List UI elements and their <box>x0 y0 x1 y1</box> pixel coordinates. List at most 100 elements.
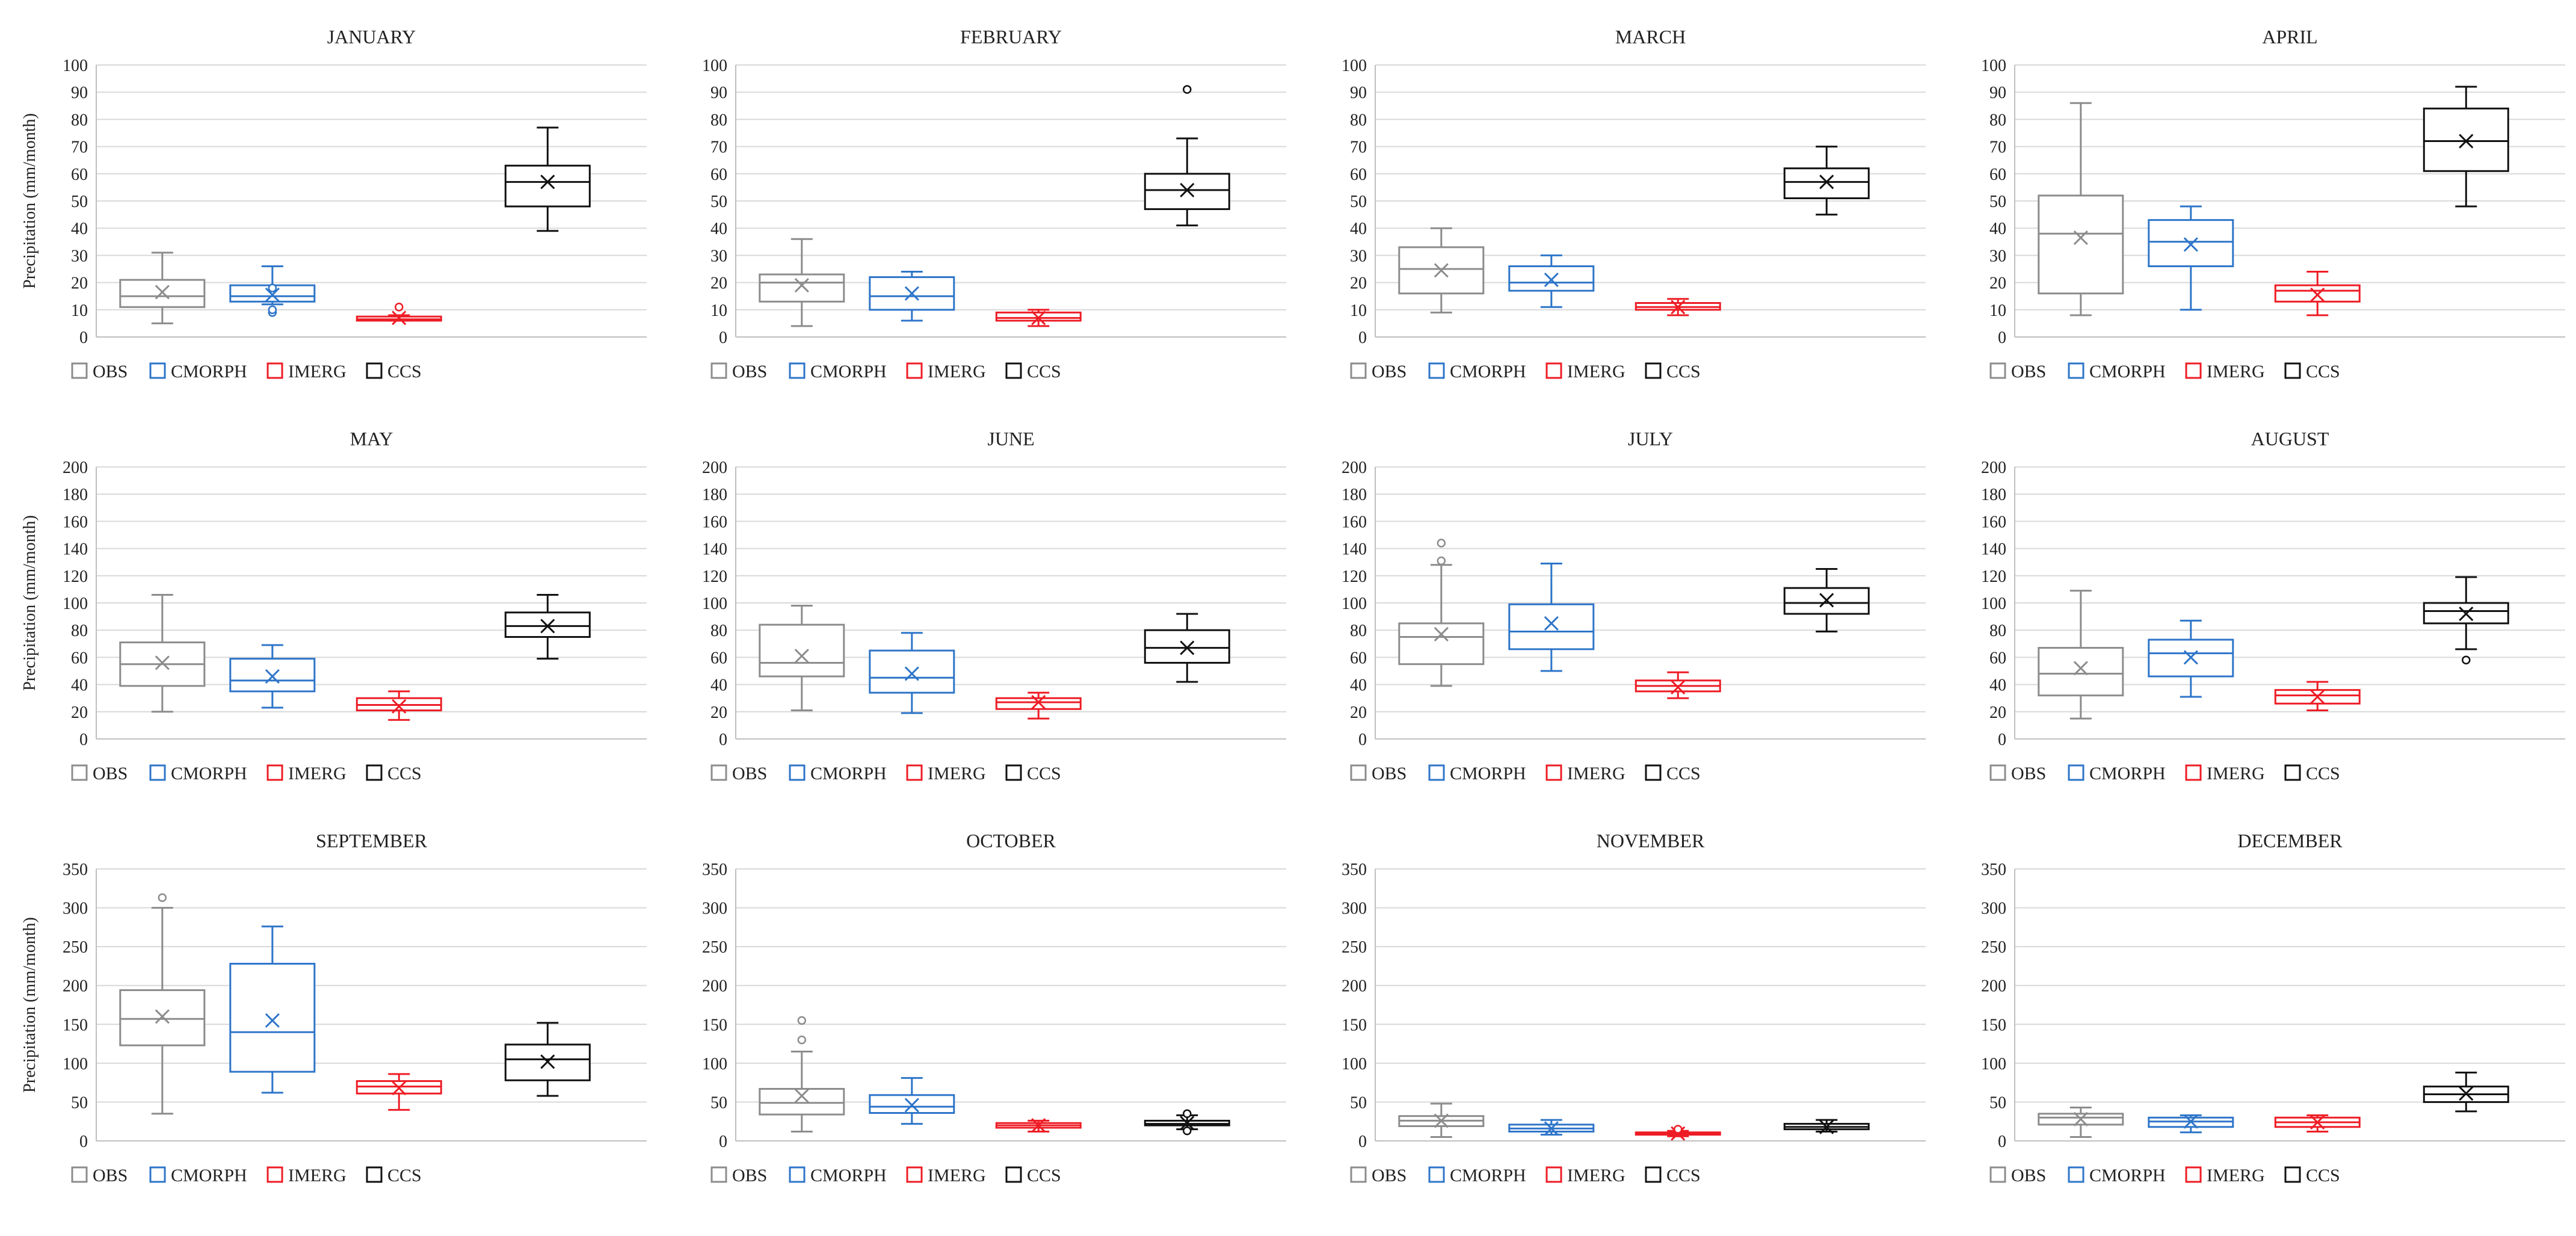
mean-marker <box>904 286 919 301</box>
outlier-point <box>797 1035 807 1045</box>
legend-item-imerg: IMERG <box>906 362 986 382</box>
box-imerg <box>356 1073 442 1111</box>
y-tick-label: 180 <box>1342 486 1367 504</box>
y-tick-label: 250 <box>63 938 88 957</box>
y-tick-label: 70 <box>1350 138 1367 157</box>
legend-item-imerg: IMERG <box>906 1166 986 1185</box>
legend-swatch <box>366 1166 383 1183</box>
box-ccs <box>1144 1109 1230 1136</box>
chart-title: FEBRUARY <box>960 26 1062 48</box>
chart-panel: NOVEMBER 0 50 100 150 200 250 300 350 OBS CMORPH IM… <box>1342 830 1926 1185</box>
y-tick-label: 200 <box>1342 459 1367 477</box>
legend-item-imerg: IMERG <box>267 1166 347 1185</box>
legend-label: CCS <box>1666 764 1701 783</box>
legend-swatch <box>1645 362 1662 379</box>
legend-swatch <box>1545 764 1562 781</box>
legend-label: CCS <box>1027 764 1061 783</box>
y-tick-label: 0 <box>1998 1132 2006 1151</box>
mean-marker <box>392 699 407 714</box>
legend-swatch <box>1545 1166 1562 1183</box>
legend-label: CCS <box>1027 362 1061 382</box>
chart-panel: MAY Precipitation (mm/month) 0 20 40 60 80 100 1… <box>20 428 647 783</box>
y-tick-label: 350 <box>1342 861 1367 879</box>
chart-title: MARCH <box>1615 26 1686 48</box>
box-imerg <box>995 309 1082 327</box>
legend-swatch <box>2068 764 2085 781</box>
legend-label: CMORPH <box>2089 764 2166 783</box>
box-obs <box>759 605 845 712</box>
y-tick-label: 100 <box>63 595 88 613</box>
box-obs <box>2038 1106 2124 1139</box>
legend-swatch <box>789 362 806 379</box>
legend-item-cmorph: CMORPH <box>789 764 887 783</box>
y-tick-label: 200 <box>63 977 88 996</box>
mean-marker <box>2310 689 2325 705</box>
legend-label: IMERG <box>2207 1166 2265 1185</box>
box-iqr <box>2274 284 2361 303</box>
legend-swatch <box>710 764 727 781</box>
legend-item-obs: OBS <box>1989 362 2046 382</box>
box-ccs <box>504 593 591 660</box>
legend-swatch <box>1545 362 1562 379</box>
legend-label: CMORPH <box>2089 362 2166 382</box>
legend-item-obs: OBS <box>710 362 767 382</box>
y-tick-label: 140 <box>1342 540 1367 559</box>
legend-swatch <box>906 764 923 781</box>
box-obs <box>759 238 845 327</box>
legend-swatch <box>1005 764 1022 781</box>
legend-label: IMERG <box>1567 764 1625 783</box>
y-tick-label: 150 <box>1981 1016 2006 1034</box>
legend-label: OBS <box>93 764 128 783</box>
mean-marker <box>1819 175 1834 190</box>
y-tick-label: 180 <box>1981 486 2006 504</box>
box-imerg <box>356 303 442 326</box>
legend-label: OBS <box>1372 764 1407 783</box>
box-obs <box>1398 539 1485 687</box>
legend-item-ccs: CCS <box>1645 764 1701 783</box>
legend-label: IMERG <box>928 764 986 783</box>
y-tick-label: 0 <box>79 329 88 347</box>
legend-swatch <box>1645 1166 1662 1183</box>
box-imerg <box>995 691 1082 720</box>
legend-swatch <box>789 764 806 781</box>
y-tick-label: 250 <box>1342 938 1367 957</box>
y-tick-label: 120 <box>1342 567 1367 586</box>
box-iqr <box>229 658 316 693</box>
chart-panel: AUGUST 0 20 40 60 80 100 120 140 160 180 200 OBS CMOR… <box>1981 428 2565 783</box>
legend-swatch <box>71 1166 88 1183</box>
y-tick-label: 60 <box>710 649 727 667</box>
y-tick-label: 60 <box>71 165 88 184</box>
legend-item-ccs: CCS <box>366 362 422 382</box>
box-iqr <box>759 273 845 303</box>
y-tick-label: 50 <box>710 193 727 211</box>
outlier-point <box>268 305 277 315</box>
box-iqr <box>995 697 1082 710</box>
legend-label: IMERG <box>288 362 347 382</box>
outlier-point <box>2462 655 2471 665</box>
legend-label: OBS <box>732 1166 767 1185</box>
y-tick-label: 40 <box>1350 220 1367 238</box>
box-obs <box>119 893 206 1115</box>
box-cmorph <box>1508 254 1595 308</box>
y-tick-label: 180 <box>702 486 727 504</box>
outlier-point <box>158 893 167 903</box>
mean-marker <box>2183 1114 2198 1129</box>
box-iqr <box>759 1087 845 1116</box>
legend-swatch <box>2284 362 2301 379</box>
legend-label: CCS <box>1027 1166 1061 1185</box>
legend-swatch <box>906 362 923 379</box>
chart-title: DECEMBER <box>2237 830 2343 851</box>
box-iqr <box>2148 219 2234 267</box>
y-tick-label: 100 <box>1342 57 1367 75</box>
box-iqr <box>119 279 206 308</box>
y-tick-label: 40 <box>71 220 88 238</box>
mean-marker <box>265 669 280 684</box>
legend-label: CCS <box>1666 362 1701 382</box>
legend-item-cmorph: CMORPH <box>2068 362 2166 382</box>
mean-marker <box>2310 1114 2325 1130</box>
y-tick-label: 80 <box>71 111 88 129</box>
y-tick-label: 100 <box>702 57 727 75</box>
box-obs <box>759 1016 845 1133</box>
y-tick-label: 200 <box>1981 459 2006 477</box>
outlier-point <box>1183 1109 1192 1119</box>
